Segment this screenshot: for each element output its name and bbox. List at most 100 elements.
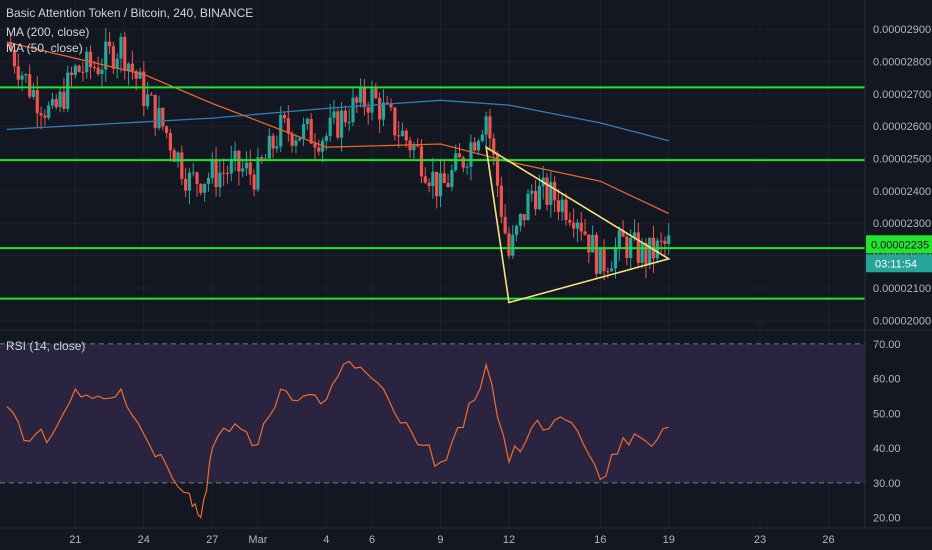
x-tick-label: 16	[594, 534, 606, 546]
ma200-line	[6, 99, 669, 142]
candle-body	[165, 126, 169, 134]
candle-body	[214, 160, 218, 188]
candle-body	[69, 72, 74, 76]
candle-body	[397, 135, 401, 137]
candle-body	[313, 143, 317, 148]
candle-body	[290, 133, 294, 146]
candle-body	[419, 146, 424, 177]
candle-body	[199, 184, 203, 193]
candle-body	[54, 99, 58, 108]
candle-body	[537, 185, 541, 210]
candle-body	[400, 130, 405, 136]
candle-body	[514, 225, 519, 235]
candle-body	[142, 71, 146, 107]
y-tick-label: 0.00002400	[873, 186, 931, 198]
countdown-label: 03:11:54	[875, 258, 917, 270]
candle-body	[123, 36, 127, 71]
x-tick-label: Mar	[248, 534, 267, 546]
candle-body	[423, 176, 427, 183]
candle-body	[587, 234, 591, 253]
candle-body	[305, 118, 309, 125]
candle-body	[24, 74, 28, 76]
candle-body	[632, 232, 637, 238]
candle-body	[229, 159, 233, 174]
candle-body	[180, 152, 184, 179]
rsi-line-path	[6, 360, 669, 519]
candle-body	[149, 94, 153, 96]
ma50-line	[6, 41, 669, 215]
candle-body	[298, 138, 302, 141]
rsi-tick-label: 20.00	[873, 513, 901, 525]
candle-body	[416, 145, 420, 147]
candle-body	[248, 162, 252, 175]
candle-body	[427, 182, 431, 187]
candle-body	[168, 133, 173, 151]
candle-body	[203, 183, 207, 193]
candle-body	[267, 135, 271, 159]
ma50-legend[interactable]: MA (50, close)	[6, 41, 83, 55]
candle-body	[575, 222, 580, 229]
candle-body	[172, 150, 176, 162]
candle-body	[663, 240, 667, 244]
candle-body	[73, 65, 77, 76]
candle-body	[446, 182, 450, 187]
candle-body	[77, 65, 81, 72]
x-tick-label: 21	[69, 534, 81, 546]
x-tick-label: 27	[206, 534, 218, 546]
rsi-band	[0, 343, 865, 483]
candle-body	[309, 118, 313, 144]
candle-body	[499, 185, 503, 217]
candle-body	[545, 177, 549, 205]
rsi-legend[interactable]: RSI (14, close)	[6, 339, 86, 353]
candle-body	[66, 72, 70, 109]
x-tick-label: 9	[437, 534, 443, 546]
candle-body	[332, 111, 336, 118]
candle-body	[431, 171, 435, 187]
candle-body	[92, 67, 96, 69]
candle-body	[260, 157, 264, 161]
candle-body	[96, 67, 100, 75]
candle-body	[12, 49, 17, 67]
candle-body	[598, 247, 602, 274]
candle-body	[35, 90, 39, 114]
candle-body	[613, 247, 618, 269]
candle-body	[195, 172, 199, 185]
candle-body	[275, 146, 279, 149]
candle-body	[533, 190, 538, 210]
x-tick-label: 4	[323, 534, 329, 546]
candle-body	[572, 222, 576, 229]
candle-body	[184, 178, 188, 191]
candle-body	[560, 199, 564, 212]
candle-body	[469, 142, 473, 167]
candle-body	[100, 69, 104, 75]
candle-body	[374, 88, 378, 98]
candle-body	[256, 157, 260, 190]
candle-body	[370, 88, 374, 113]
candle-body	[438, 173, 443, 197]
candle-body	[549, 181, 553, 205]
candle-body	[294, 140, 298, 146]
candle-body	[16, 66, 20, 80]
candle-body	[339, 110, 344, 138]
candle-body	[145, 94, 150, 107]
countdown-badge	[866, 254, 932, 273]
ma200-legend[interactable]: MA (200, close)	[6, 25, 90, 39]
x-tick-label: 12	[503, 534, 515, 546]
moving-averages	[6, 41, 669, 215]
candle-body	[347, 122, 351, 124]
candle-body	[461, 157, 465, 168]
y-tick-label: 0.00002700	[873, 89, 931, 101]
x-tick-label: 6	[369, 534, 375, 546]
candle-body	[111, 46, 115, 69]
candle-body	[640, 242, 644, 263]
candle-body	[389, 103, 393, 108]
candle-body	[88, 51, 93, 68]
candle-body	[62, 91, 66, 109]
candle-body	[442, 173, 446, 183]
last-price-badge	[866, 235, 932, 254]
rsi-tick-label: 30.00	[873, 478, 901, 490]
candle-body	[355, 97, 359, 103]
candle-body	[328, 117, 332, 137]
